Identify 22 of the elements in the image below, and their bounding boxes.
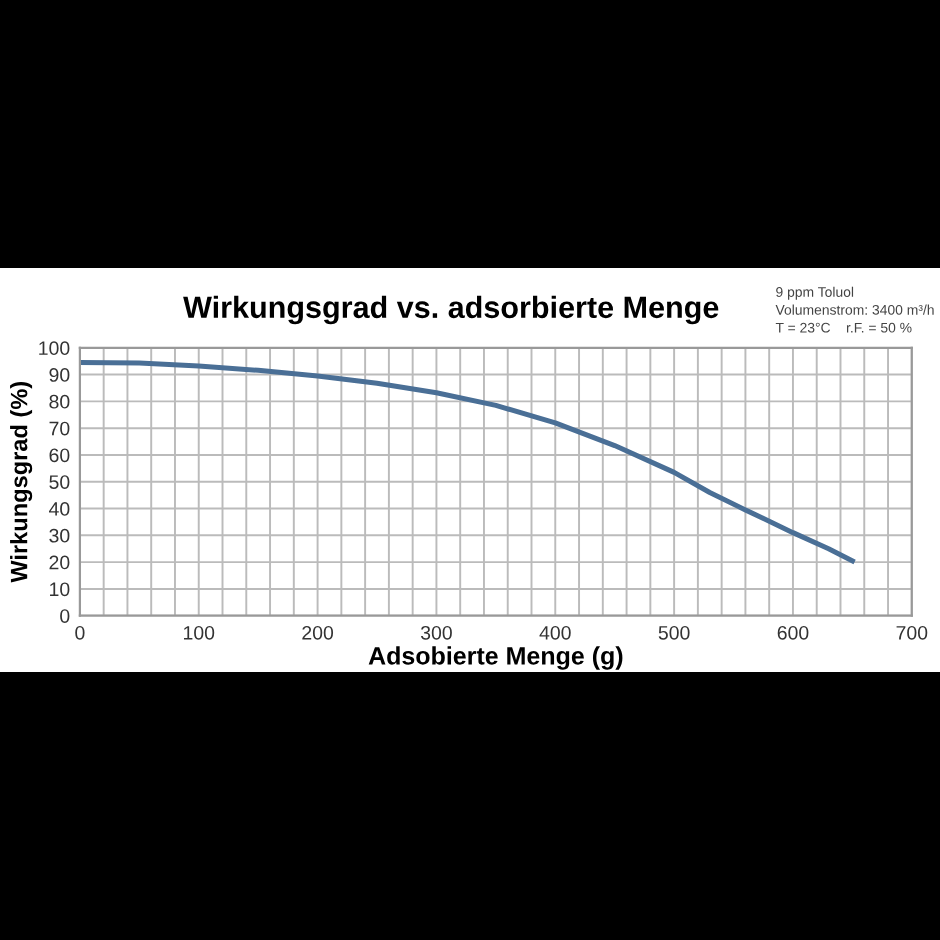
y-tick-label: 40: [49, 502, 70, 516]
x-tick-label: 700: [896, 625, 928, 640]
y-tick-label: 30: [49, 528, 70, 543]
x-tick-label: 300: [420, 625, 452, 640]
x-tick-label: 400: [539, 625, 571, 640]
y-tick-label: 100: [39, 341, 70, 356]
y-tick-label: 10: [50, 582, 70, 597]
x-tick-label: 600: [777, 625, 809, 640]
x-tick-label: 100: [184, 625, 215, 640]
x-axis-title: Adsobierte Menge (g): [368, 646, 623, 670]
y-tick-label: 20: [49, 555, 70, 570]
chart-title: Wirkungsgrad vs. adsorbierte Menge: [183, 295, 719, 325]
x-tick-label: 0: [75, 625, 85, 640]
y-axis-title: Wirkungsgrad (%): [10, 382, 33, 583]
y-tick-label: 50: [49, 475, 70, 489]
x-tick-label: 500: [658, 625, 690, 640]
y-tick-label: 80: [49, 394, 70, 409]
y-tick-label: 90: [49, 368, 70, 382]
y-tick-label: 70: [49, 421, 70, 436]
y-tick-label: 0: [60, 609, 70, 623]
x-tick-label: 200: [302, 625, 334, 640]
y-tick-label: 60: [49, 448, 70, 463]
